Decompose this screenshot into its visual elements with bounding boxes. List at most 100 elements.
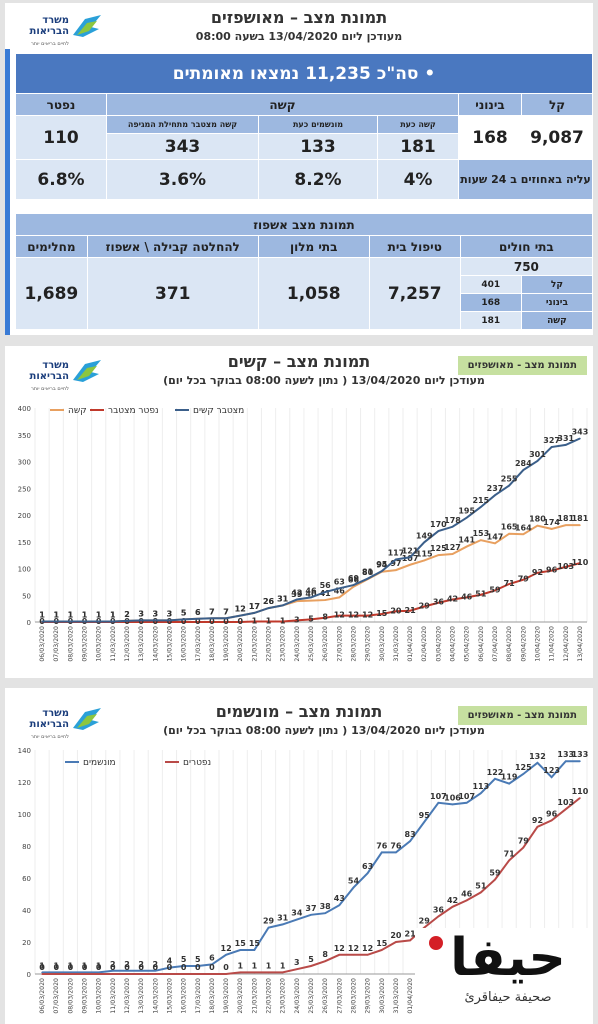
x-tick-label: 11/03/2020 [110,626,117,662]
data-label: 5 [308,955,314,964]
logo-text-2: הבריאות [29,371,69,382]
x-tick-label: 18/03/2020 [209,626,216,662]
breakdown-moderate-label: בינוני [520,293,594,312]
data-point [536,826,539,828]
page-subtitle: מעודכן ליום 13/04/2020 בשעה 08:00 [195,30,403,43]
x-tick-label: 23/03/2020 [280,978,287,1014]
x-tick-label: 24/03/2020 [294,978,301,1014]
data-point [380,613,383,615]
x-tick-label: 13/04/2020 [577,626,584,662]
data-point [536,571,539,574]
data-point [140,970,142,972]
data-point [451,803,454,806]
data-label: 0 [195,963,201,972]
data-point [423,541,426,544]
data-label: 0 [223,617,229,626]
x-tick-label: 24/03/2020 [294,626,301,662]
data-label: 97 [390,559,401,568]
data-point [211,963,213,966]
data-label: 15 [376,939,388,948]
data-point [550,776,553,778]
data-point [126,973,128,975]
data-point [55,971,58,974]
data-point [338,954,341,956]
breakdown-mild-label: קל [520,275,594,294]
data-label: 36 [433,905,445,914]
data-label: 107 [458,792,475,801]
data-point [395,569,397,571]
data-point [211,973,213,975]
data-label: 31 [277,594,289,603]
x-tick-label: 28/03/2020 [350,978,357,1014]
data-point [494,494,496,497]
data-point [310,599,312,602]
data-label: 115 [416,549,433,558]
data-point [564,808,567,810]
x-tick-label: 10/03/2020 [96,978,103,1014]
data-point [522,773,525,775]
data-point [112,970,114,972]
data-point [395,941,397,943]
data-point [366,614,369,617]
total-confirmed: • סה"כ 11,235 נמצאו מאומתים [15,53,593,94]
data-label: 15 [376,609,388,618]
data-point [126,620,128,622]
watermark-tagline: صحيفة حيفاقرئ [464,990,552,1005]
x-tick-label: 19/03/2020 [223,626,230,662]
data-label: 43 [334,894,345,903]
data-label: 237 [487,484,504,493]
hosp-header-hotel: בתי מלון [257,235,370,258]
x-tick-label: 14/03/2020 [152,978,159,1014]
data-point [126,970,128,972]
data-label: 4 [167,957,173,966]
data-label: 40 [305,590,317,599]
logo-tagline: לחיים בריאים יותר [30,41,69,47]
data-label: 1 [252,616,258,625]
data-label: 12 [362,944,373,953]
data-label: 59 [489,585,501,594]
data-label: 165 [501,523,518,532]
data-label: 2 [124,610,130,619]
hosp-header-recovered: מחלימים [15,235,88,258]
x-tick-label: 05/04/2020 [464,626,471,662]
data-label: 8 [322,950,328,959]
data-label: 31 [277,594,289,603]
data-point [522,578,525,581]
data-label: 0 [223,963,229,972]
x-tick-label: 17/03/2020 [195,626,202,662]
data-label: 0 [124,963,130,972]
data-label: 181 [557,514,574,523]
y-tick-label: 0 [27,971,31,979]
x-tick-label: 02/04/2020 [421,626,428,662]
data-point [508,532,510,535]
legend-label: קשה [68,406,87,416]
data-label: 94 [376,561,388,570]
data-point [465,899,468,902]
data-point [168,973,171,975]
data-label: 20 [390,606,402,615]
data-label: 95 [376,560,388,569]
data-point [41,620,43,623]
data-point [97,973,100,975]
data-label: 3 [167,609,173,618]
value-vent-now: 133 [258,133,378,160]
y-tick-label: 20 [22,939,31,947]
data-point [465,545,468,548]
logo-text-1: משרד [42,360,69,371]
data-label: 29 [263,917,275,926]
rise-label: עליה באחוזים ב 24 שעות [458,159,593,200]
data-point [154,619,157,622]
data-point [97,620,100,623]
x-tick-label: 01/04/2020 [407,626,414,662]
logo-tagline: לחיים בריאים יותר [30,734,69,740]
data-label: 153 [472,529,489,538]
x-tick-label: 09/04/2020 [520,626,527,662]
data-point [451,525,454,528]
data-point [579,437,581,440]
data-label: 170 [430,520,447,529]
data-label: 46 [461,592,473,601]
data-point [564,760,567,762]
data-label: 1 [53,961,59,970]
data-point [494,778,496,780]
data-point [196,617,199,620]
